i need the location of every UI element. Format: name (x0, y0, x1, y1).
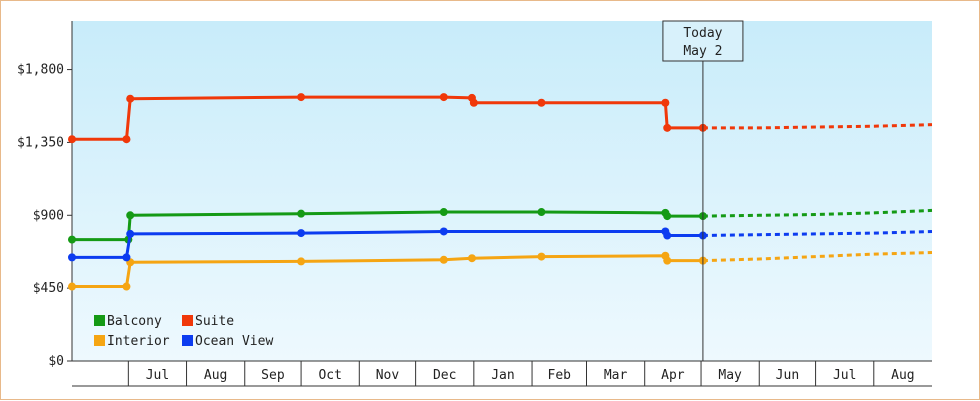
data-point (68, 135, 76, 144)
data-point (469, 98, 478, 107)
data-point (297, 93, 306, 102)
x-tick-label: Dec (433, 368, 456, 383)
data-point (537, 98, 546, 107)
data-point (439, 93, 448, 102)
today-date-label: May 2 (683, 44, 722, 59)
legend-label: Ocean View (195, 334, 273, 349)
legend-label: Suite (195, 314, 234, 329)
data-point (663, 123, 672, 132)
data-point (661, 98, 670, 107)
x-tick-label: Sep (261, 368, 285, 383)
today-label: Today (683, 26, 722, 41)
x-tick-label: Feb (548, 368, 572, 383)
legend-label: Balcony (107, 314, 162, 329)
legend-swatch (182, 315, 193, 326)
x-tick-label: Aug (204, 368, 227, 383)
data-point (439, 255, 448, 264)
data-point (663, 231, 672, 240)
x-axis: Jul Aug Sep Oct Nov Dec Jan Feb Mar Apr May Jun Jul A… (72, 360, 932, 387)
x-tick-label: Mar (604, 368, 628, 383)
data-point (297, 229, 306, 238)
legend: Balcony Suite Interior Ocean View (94, 314, 273, 349)
y-tick-label: $450 (33, 281, 64, 296)
data-point (122, 135, 131, 144)
y-tick-label: $1,350 (17, 135, 64, 150)
data-point (663, 256, 672, 265)
legend-swatch (94, 315, 105, 326)
data-point (126, 211, 135, 220)
x-tick-label: Jul (833, 368, 856, 383)
plot-area (72, 21, 932, 361)
data-point (122, 282, 131, 291)
data-point (439, 208, 448, 217)
series-balcony (68, 208, 933, 244)
series-forecast-line (702, 208, 933, 218)
data-point (126, 94, 135, 103)
x-tick-label: Jan (491, 368, 514, 383)
data-point (439, 227, 448, 236)
x-tick-label: Aug (891, 368, 914, 383)
data-point (297, 209, 306, 218)
series-ocean-view (68, 227, 933, 262)
x-tick-label: Nov (376, 368, 400, 383)
data-point (68, 282, 76, 291)
series-suite (68, 93, 933, 144)
data-point (126, 229, 135, 238)
y-tick-label: $1,800 (17, 63, 64, 78)
today-box (662, 20, 744, 62)
today-marker: Today May 2 (662, 20, 744, 361)
series-forecast-line (702, 123, 933, 130)
series-forecast-line (702, 230, 933, 237)
data-point (537, 208, 546, 217)
y-axis: $0 $450 $900 $1,350 $1,800 (17, 21, 73, 369)
x-tick-label: Jun (776, 368, 799, 383)
y-tick-label: $0 (48, 354, 64, 369)
data-point (537, 252, 546, 261)
series-interior (68, 251, 933, 291)
x-tick-label: Jul (146, 368, 169, 383)
data-point (467, 254, 476, 263)
data-point (68, 253, 76, 262)
x-tick-label: May (718, 368, 742, 383)
data-point (663, 212, 672, 221)
data-point (297, 257, 306, 266)
series-forecast-line (702, 251, 933, 263)
x-tick-label: Apr (661, 368, 685, 383)
legend-swatch (94, 335, 105, 346)
y-tick-label: $900 (33, 208, 64, 223)
x-tick-label: Oct (318, 368, 341, 383)
data-point (122, 253, 131, 262)
legend-swatch (182, 335, 193, 346)
legend-label: Interior (107, 334, 170, 349)
series-layer (68, 93, 933, 291)
data-point (68, 235, 76, 244)
